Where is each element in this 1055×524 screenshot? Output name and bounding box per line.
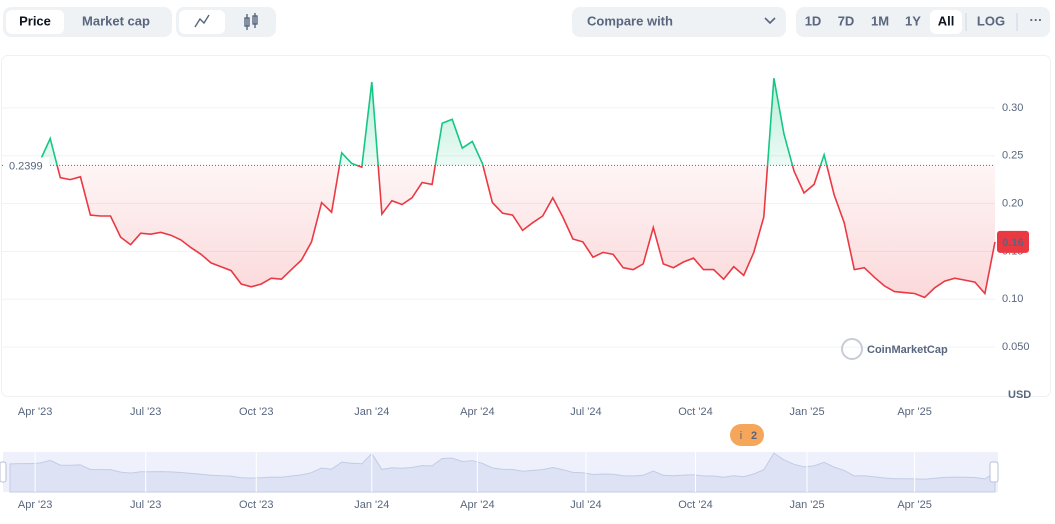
x-tick-label: Oct '24 (678, 406, 713, 418)
event-count[interactable]: 2 (751, 430, 757, 442)
range-button[interactable]: 1M (871, 13, 889, 28)
navigator-tick-label: Apr '25 (897, 499, 932, 511)
x-tick-label: Apr '25 (897, 406, 932, 418)
range-button[interactable]: 1Y (905, 13, 921, 28)
area (10, 78, 995, 298)
range-button[interactable]: 7D (838, 13, 855, 28)
event-icon: i (740, 430, 742, 442)
navigator-tick-label: Jan '25 (789, 499, 824, 511)
y-unit: USD (1008, 389, 1031, 401)
x-tick-label: Apr '23 (18, 406, 53, 418)
price-line (9, 78, 996, 299)
y-tick-label: 0.30 (1002, 102, 1023, 114)
x-tick-label: Apr '24 (460, 406, 495, 418)
x-tick-label: Jan '24 (354, 406, 389, 418)
view-selected (6, 10, 64, 34)
navigator-handle[interactable] (0, 461, 7, 483)
y-tick-label: 0.20 (1002, 197, 1023, 209)
log-button[interactable]: LOG (977, 13, 1005, 28)
candle-icon[interactable] (244, 13, 258, 30)
navigator-tick-label: Jul '24 (570, 499, 601, 511)
navigator-tick-label: Jan '24 (354, 499, 389, 511)
y-tick-label: 0.050 (1002, 341, 1030, 353)
dropdown-arrow (764, 17, 776, 25)
range-selected (930, 10, 962, 34)
y-tick-label: 0.10 (1002, 293, 1023, 305)
line-type-button[interactable] (179, 10, 225, 34)
watermark-logo (841, 338, 863, 360)
x-tick-label: Jul '23 (130, 406, 161, 418)
chart-frame (1, 55, 1051, 397)
navigator-tick-label: Oct '24 (678, 499, 713, 511)
current-price-label: 0.16 (1002, 237, 1023, 249)
x-tick-label: Oct '23 (239, 406, 274, 418)
navigator-tick-label: Apr '23 (18, 499, 53, 511)
baseline-label-bg (3, 157, 49, 174)
x-tick-label: Jul '24 (570, 406, 601, 418)
line-icon (194, 14, 210, 28)
range-group (796, 7, 1050, 37)
watermark: CoinMarketCap (867, 344, 948, 356)
compare-dropdown[interactable] (572, 7, 786, 37)
current-price-badge (997, 230, 1029, 253)
more-button[interactable]: ··· (1030, 12, 1043, 27)
x-tick-label: Jan '25 (789, 406, 824, 418)
navigator-tick-label: Oct '23 (239, 499, 274, 511)
range-button[interactable]: All (938, 13, 955, 28)
event-badge (730, 424, 764, 446)
range-button[interactable]: 1D (805, 13, 822, 28)
view-button[interactable]: Price (19, 13, 51, 28)
y-tick-label: 0.25 (1002, 150, 1023, 162)
compare-label: Compare with (587, 13, 673, 28)
view-button[interactable]: Market cap (82, 13, 150, 28)
navigator-tick-label: Jul '23 (130, 499, 161, 511)
baseline-label: 0.2399 (9, 160, 43, 172)
navigator-tick-label: Apr '24 (460, 499, 495, 511)
navigator-handle[interactable] (989, 461, 999, 483)
